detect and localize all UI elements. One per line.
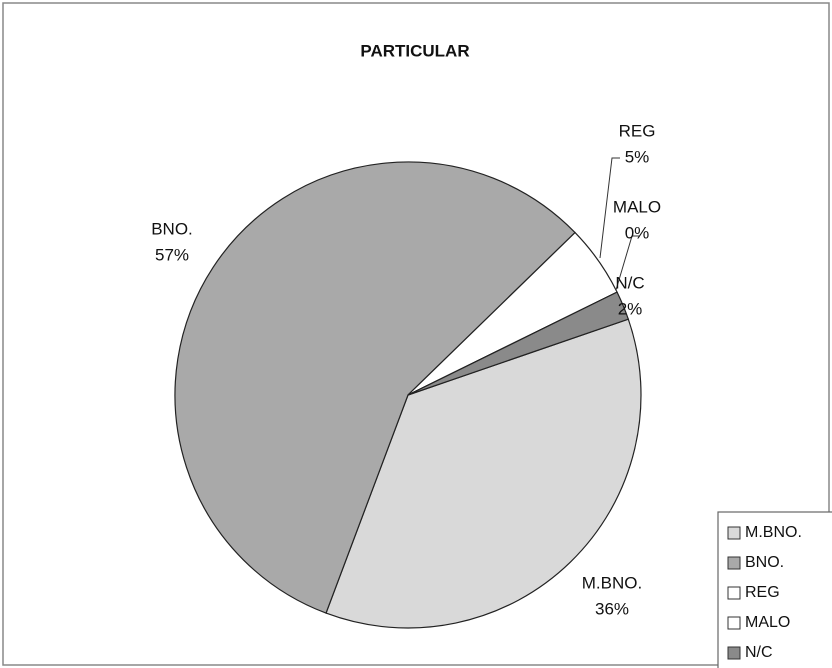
legend-swatch <box>727 586 741 600</box>
data-label-name: BNO. <box>151 219 193 238</box>
data-label-value: 5% <box>625 147 650 166</box>
pie-slice <box>325 318 642 629</box>
data-label-name: REG <box>619 121 656 140</box>
data-label-value: 0% <box>625 223 650 242</box>
data-label-name: MALO <box>613 197 661 216</box>
legend-label: N/C <box>745 644 773 661</box>
data-label-name: M.BNO. <box>582 573 642 592</box>
pie <box>174 161 642 629</box>
leader-lines <box>599 157 640 291</box>
leader-line <box>599 157 620 259</box>
data-label-value: 57% <box>155 245 189 264</box>
leader-line <box>615 235 640 291</box>
legend-swatch <box>727 526 741 540</box>
pie-slice <box>407 291 630 396</box>
data-label-value: 2% <box>618 299 643 318</box>
legend-swatch <box>727 646 741 660</box>
data-label-value: 36% <box>595 599 629 618</box>
legend-label: MALO <box>745 614 790 631</box>
legend-label: M.BNO. <box>745 524 802 541</box>
legend-label: REG <box>745 584 780 601</box>
pie-slice <box>174 161 576 614</box>
data-label-name: N/C <box>615 273 644 292</box>
legend: M.BNO. BNO. REG MALO N/C <box>727 524 802 661</box>
chart-title: PARTICULAR <box>360 41 469 60</box>
data-labels: M.BNO. 36% BNO. 57% REG 5% MALO 0% N/C 2% <box>151 121 661 618</box>
legend-swatch <box>727 616 741 630</box>
legend-label: BNO. <box>745 554 784 571</box>
legend-swatch <box>727 556 741 570</box>
